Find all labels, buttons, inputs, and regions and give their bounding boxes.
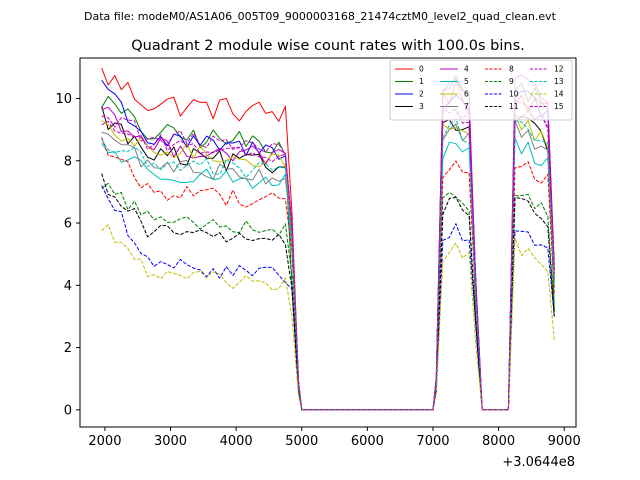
axes-frame	[79, 57, 577, 428]
legend-label-13: 13	[554, 77, 564, 86]
y-tick-label-10: 10	[55, 92, 72, 107]
legend-label-10: 10	[509, 90, 519, 99]
x-offset-label: +3.0644e8	[502, 455, 575, 470]
legend-label-12: 12	[554, 65, 564, 74]
legend-label-0: 0	[419, 65, 424, 74]
x-tick-label-2000: 2000	[88, 434, 121, 449]
chart-title: Quadrant 2 module wise count rates with …	[131, 38, 525, 54]
legend-label-11: 11	[509, 102, 519, 111]
legend-label-4: 4	[464, 65, 469, 74]
x-tick-label-3000: 3000	[154, 434, 187, 449]
x-tick-label-4000: 4000	[220, 434, 253, 449]
series-lines	[101, 68, 555, 411]
legend-label-9: 9	[509, 77, 514, 86]
x-tick-label-6000: 6000	[351, 434, 384, 449]
legend-label-7: 7	[464, 102, 469, 111]
legend-box	[389, 59, 573, 121]
legend-label-5: 5	[464, 77, 469, 86]
y-tick-label-4: 4	[64, 279, 72, 294]
legend-label-3: 3	[419, 102, 424, 111]
series-line-15	[101, 105, 555, 411]
legend-label-6: 6	[464, 90, 469, 99]
series-layer	[101, 68, 555, 411]
figure-suptitle: Data file: modeM0/AS1A06_005T09_90000031…	[84, 10, 557, 23]
legend-label-8: 8	[509, 65, 514, 74]
x-tick-label-5000: 5000	[285, 434, 318, 449]
legend-label-1: 1	[419, 77, 424, 86]
x-tick-label-8000: 8000	[482, 434, 515, 449]
y-tick-label-2: 2	[64, 341, 72, 356]
legend-label-14: 14	[554, 90, 564, 99]
x-tick-label-9000: 9000	[548, 434, 581, 449]
y-tick-label-6: 6	[64, 217, 72, 232]
legend-label-2: 2	[419, 90, 424, 99]
y-tick-label-0: 0	[64, 403, 72, 418]
x-tick-label-7000: 7000	[416, 434, 449, 449]
legend-label-15: 15	[554, 102, 564, 111]
y-tick-label-8: 8	[64, 154, 72, 169]
